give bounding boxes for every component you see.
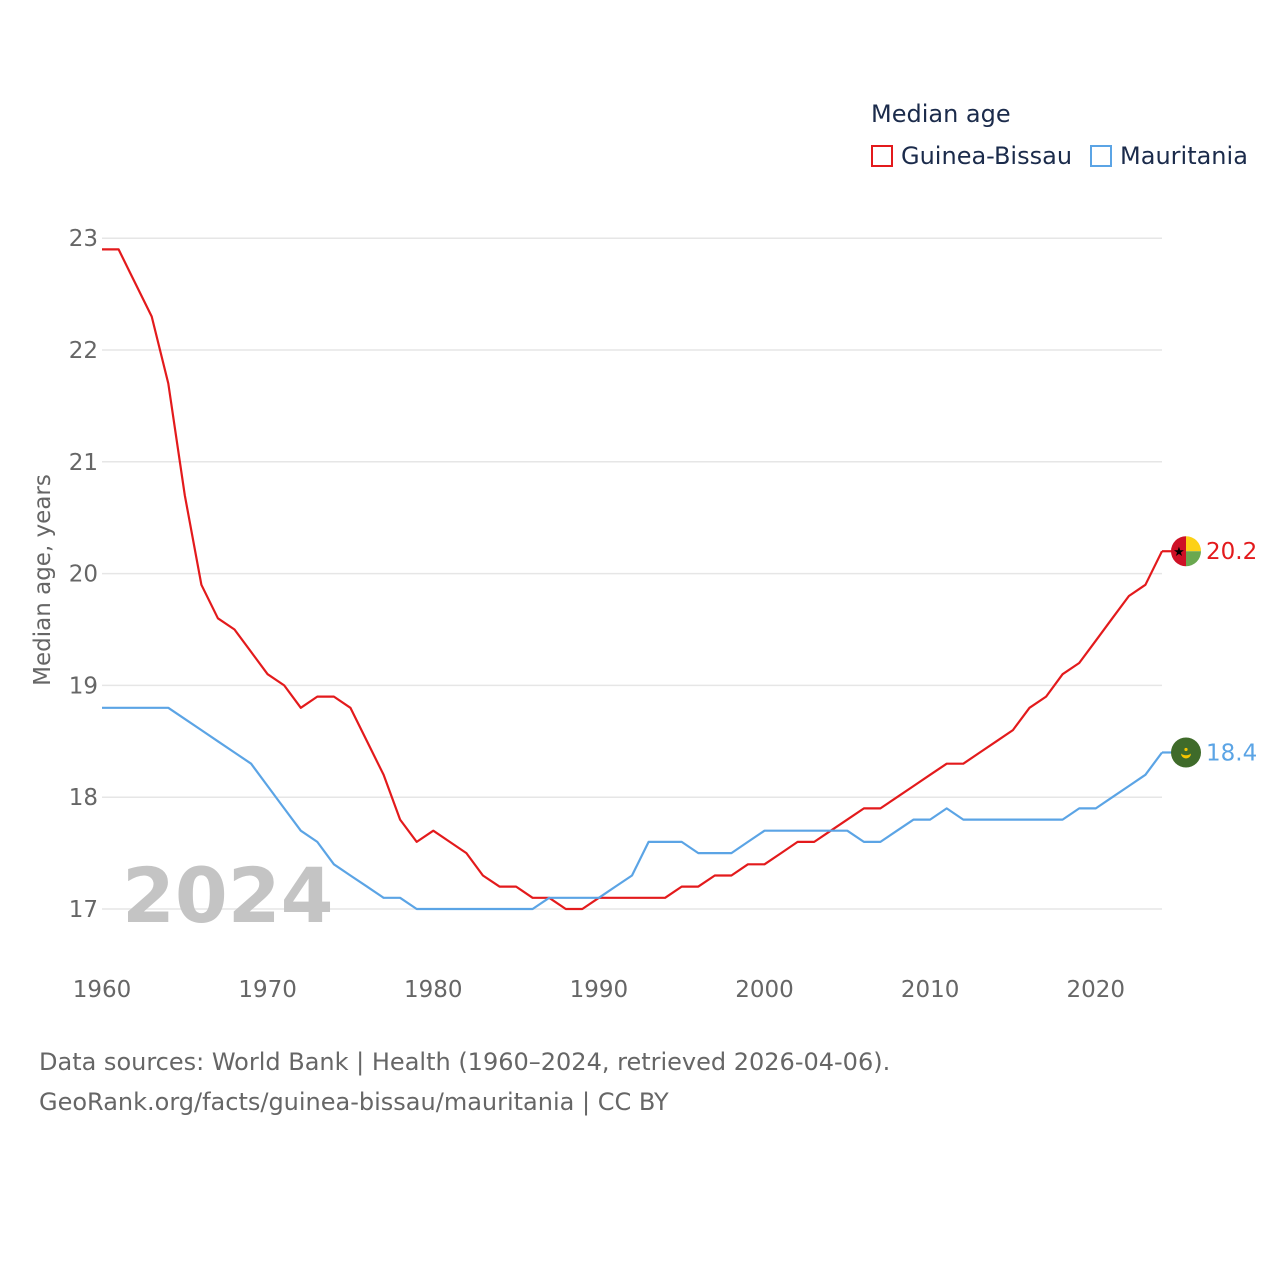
y-tick-label-22: 22	[69, 338, 98, 364]
year-watermark: 2024	[122, 851, 334, 940]
series-line-mauritania	[102, 706, 1163, 911]
y-tick-label-21: 21	[69, 450, 98, 476]
flag-green	[1186, 551, 1201, 567]
series-end-markers: ★ 20.2 18.4	[1162, 536, 1257, 768]
series-line-guinea-bissau	[102, 248, 1163, 911]
y-tick-label-20: 20	[69, 562, 98, 588]
flag-marker-guinea-bissau: ★	[1171, 536, 1201, 567]
legend-label-mauritania: Mauritania	[1120, 142, 1248, 170]
end-value-label-mauritania: 18.4	[1206, 740, 1257, 766]
footer: Data sources: World Bank | Health (1960–…	[39, 1042, 890, 1122]
y-tick-label-18: 18	[69, 785, 98, 811]
source-url-text[interactable]: GeoRank.org/facts/guinea-bissau/mauritan…	[39, 1088, 669, 1116]
grid-lines	[102, 237, 1162, 910]
legend-swatch-guinea-bissau	[871, 145, 893, 167]
y-axis-ticks: 17 18 19 20 21 22 23	[69, 226, 98, 923]
x-tick-label-1990: 1990	[570, 977, 629, 1003]
data-source-text: Data sources: World Bank | Health (1960–…	[39, 1048, 891, 1076]
flag-crescent-icon	[1181, 753, 1191, 759]
x-tick-label-2010: 2010	[901, 977, 960, 1003]
x-axis-ticks: 1960 1970 1980 1990 2000 2010 2020	[73, 977, 1125, 1003]
legend-label-guinea-bissau: Guinea-Bissau	[901, 142, 1073, 170]
x-tick-label-1980: 1980	[404, 977, 463, 1003]
legend-item-guinea-bissau[interactable]: Guinea-Bissau	[871, 142, 1072, 170]
y-tick-label-17: 17	[69, 897, 98, 923]
flag-star-icon	[1184, 747, 1188, 752]
legend: Guinea-Bissau Mauritania	[871, 142, 1266, 170]
y-axis-label: Median age, years	[30, 474, 56, 686]
y-tick-label-19: 19	[69, 673, 98, 699]
legend-title: Median age	[871, 100, 1011, 128]
series-lines	[102, 248, 1163, 911]
flag-yellow	[1186, 536, 1201, 552]
flag-red	[1171, 536, 1186, 567]
legend-swatch-mauritania	[1090, 145, 1113, 167]
legend-item-mauritania[interactable]: Mauritania	[1090, 142, 1248, 170]
flag-field	[1171, 737, 1201, 768]
flag-star-icon: ★	[1173, 545, 1185, 560]
x-tick-label-1960: 1960	[73, 977, 132, 1003]
x-tick-label-1970: 1970	[238, 977, 297, 1003]
y-tick-label-23: 23	[69, 226, 98, 252]
x-tick-label-2020: 2020	[1066, 977, 1125, 1003]
flag-marker-mauritania	[1171, 737, 1201, 768]
end-value-label-guinea-bissau: 20.2	[1206, 539, 1257, 565]
x-tick-label-2000: 2000	[735, 977, 794, 1003]
